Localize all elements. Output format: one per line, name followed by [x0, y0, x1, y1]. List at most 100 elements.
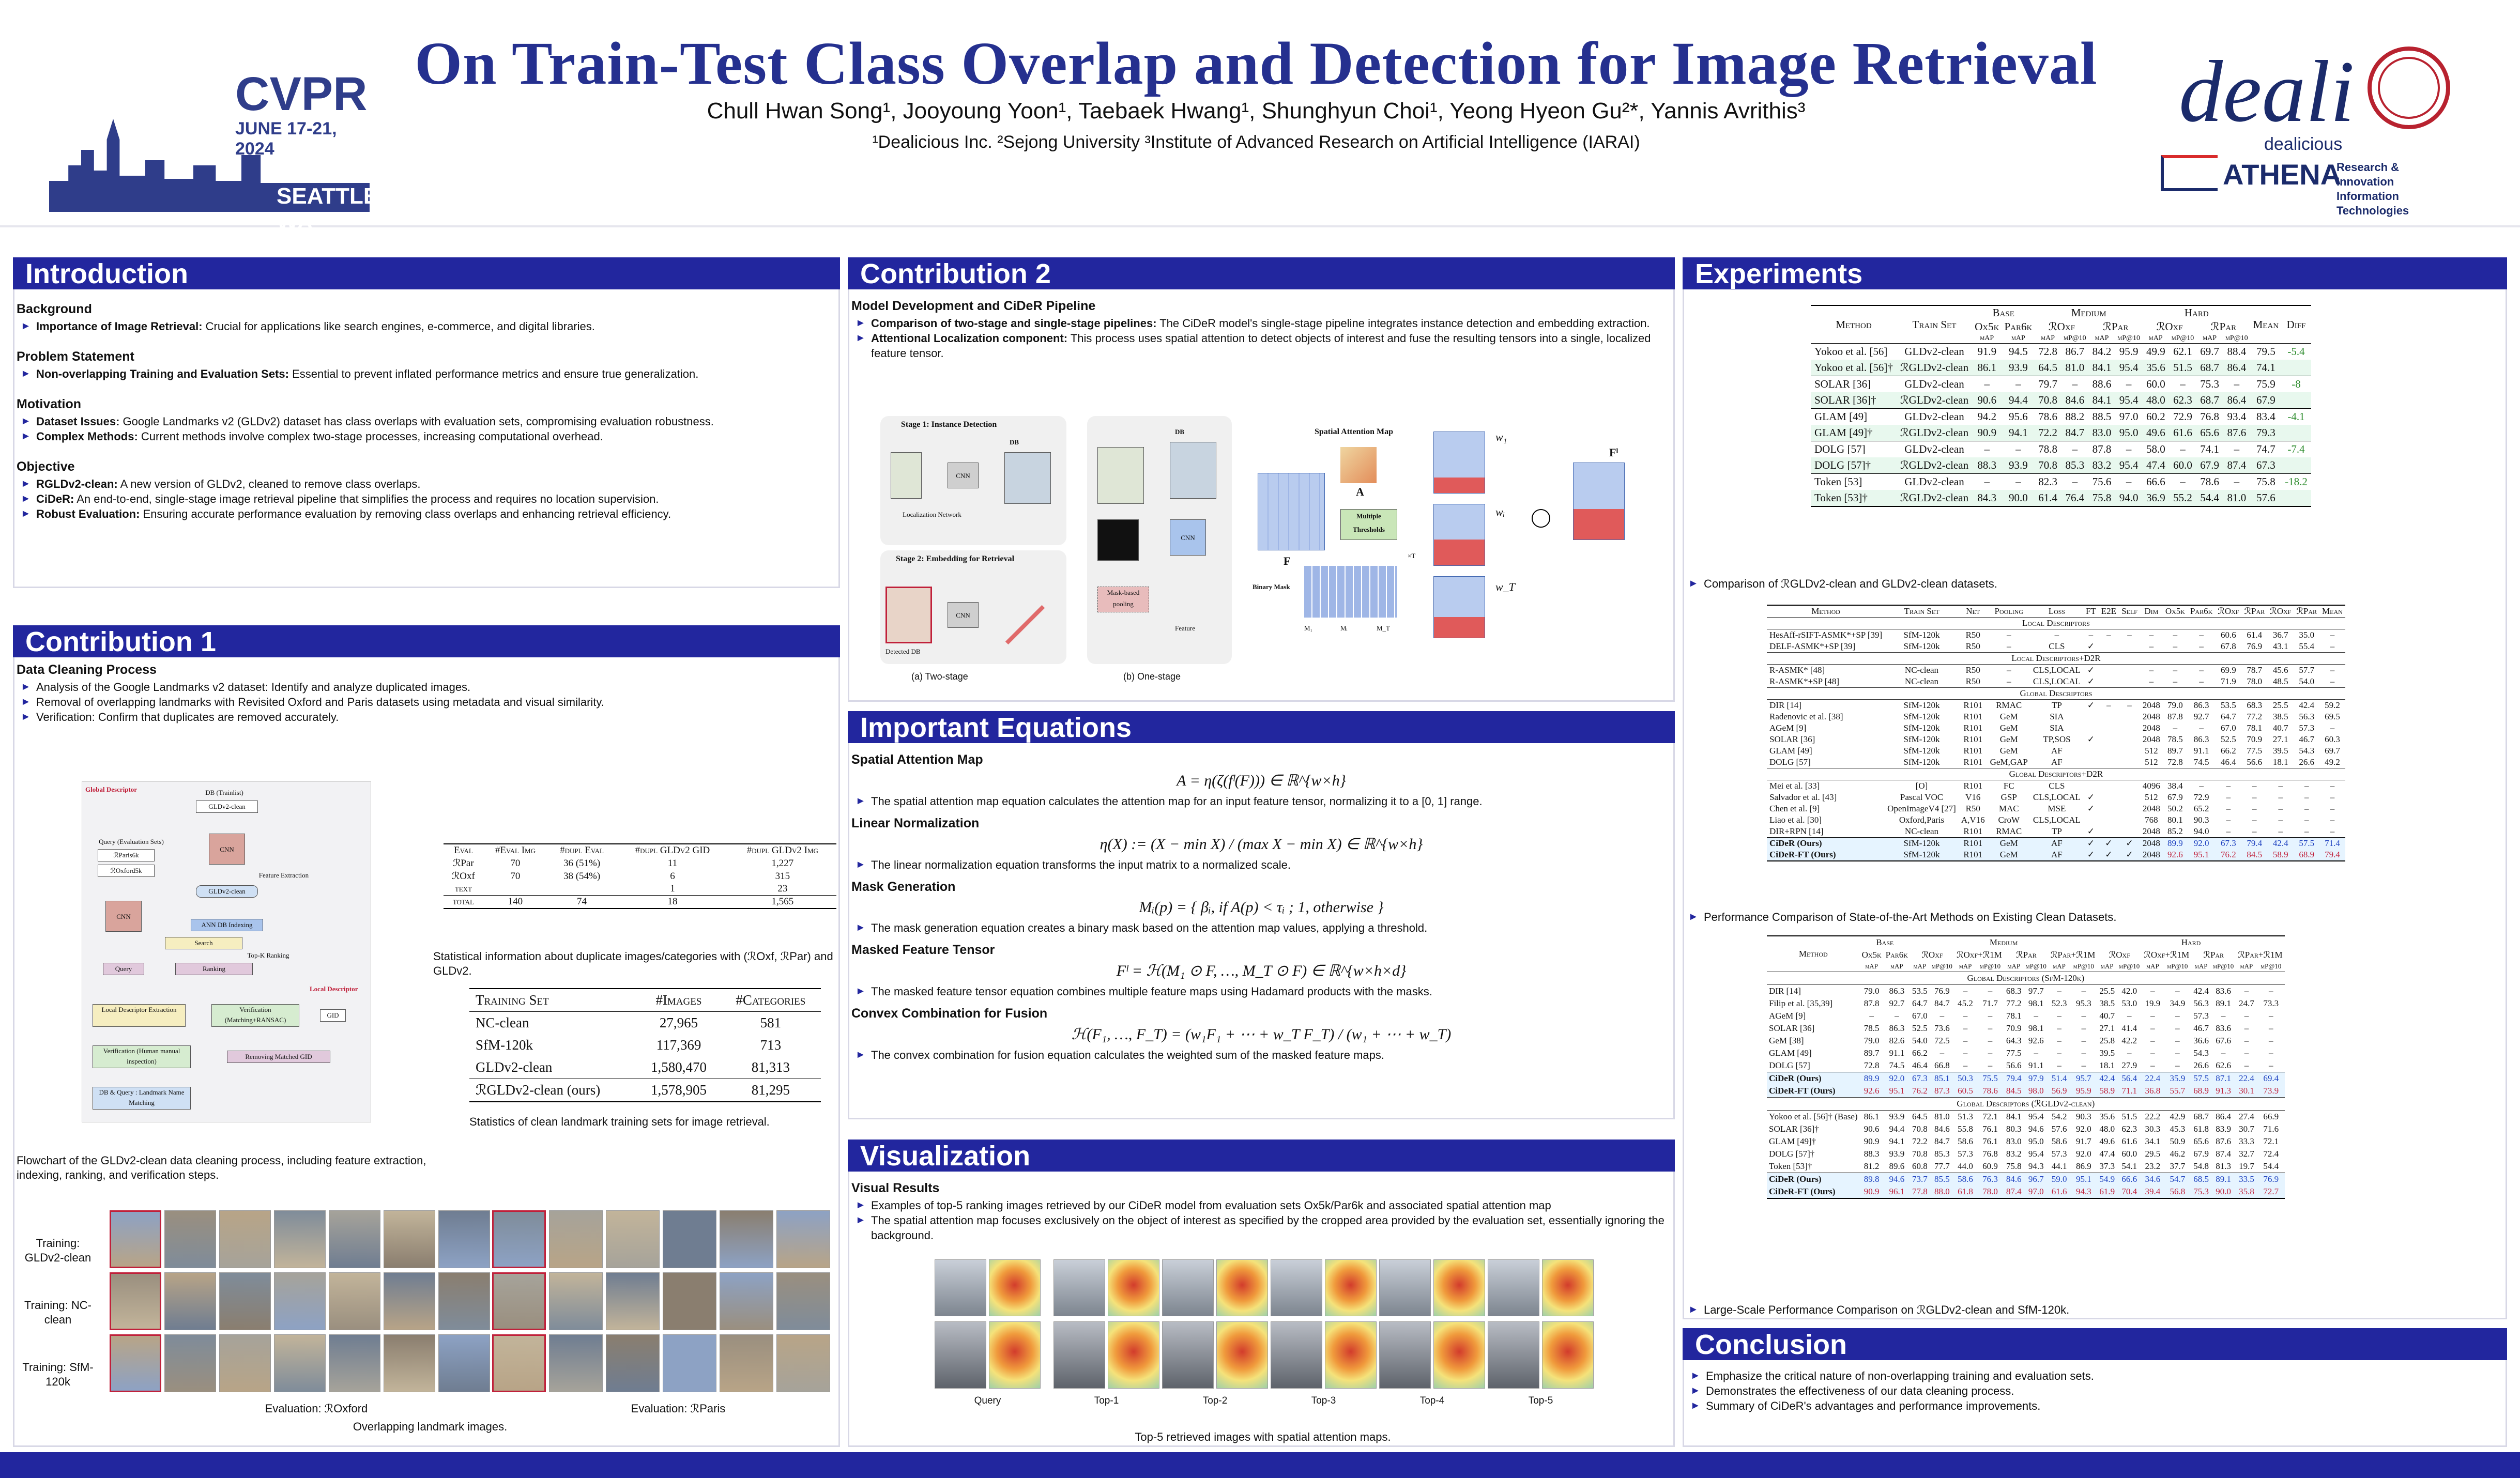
table-row: GLAM [49] 89.7 91.1 66.2 – – – 77.5 – – – 39.5 – – – 54… — [1767, 1047, 2285, 1059]
table-cell: 94.3 — [2028, 1161, 2044, 1171]
retrieved-image-bottom — [1379, 1321, 1431, 1389]
landmark-thumbnail — [776, 1210, 830, 1268]
table-cell: 58.0 — [2146, 443, 2165, 455]
table-cell: 65.2 — [2193, 804, 2209, 813]
table-cell: 95.9 — [2119, 345, 2139, 358]
table-cell: 32.7 — [2239, 1149, 2254, 1159]
poster-header: CVPR JUNE 17-21, 2024 SEATTLE, WA On Tra… — [0, 0, 2520, 235]
table-cell: – — [2244, 1048, 2249, 1058]
table-cell: – — [2072, 475, 2078, 488]
table-cell — [2083, 780, 2099, 792]
table-cell: 68.7 — [2193, 1112, 2209, 1121]
table-cell: 72.9 — [2193, 792, 2209, 802]
landmark-thumbnail — [274, 1272, 326, 1330]
table-row: Yokoo et al. [56] GLDv2-clean 91.9 94.5 72.8… — [1811, 344, 2311, 360]
table-cell: ℛGLDv2-clean — [1900, 491, 1969, 504]
table-cell: 55.7 — [2170, 1086, 2186, 1096]
table-cell: – — [2304, 792, 2309, 802]
table-cell — [2099, 722, 2119, 734]
table-cell: 90.6 — [1864, 1124, 1880, 1134]
table-cell: 97.9 — [2028, 1073, 2044, 1083]
cvpr-logo: CVPR JUNE 17-21, 2024 SEATTLE, WA — [49, 62, 385, 235]
table-cell: 78.1 — [2006, 1011, 2022, 1021]
bullet: The linear normalization equation transf… — [851, 857, 1671, 872]
eq-linear-normalization: η(X) := (X − min X) / (max X − min X) ∈ … — [1099, 836, 1423, 853]
table-header: ℛOxf — [2048, 320, 2075, 333]
landmark-thumbnail — [384, 1210, 435, 1268]
table-cell: – — [2252, 792, 2257, 802]
table-cell: 86.1 — [1977, 361, 1997, 374]
table-cell: – — [2304, 781, 2309, 791]
table-header: E2E — [2101, 606, 2117, 616]
table-cell: GLAM [49]† — [1814, 426, 1873, 439]
one-stage-db-label: DB — [1175, 428, 1185, 436]
table-cell: 84.7 — [1934, 1136, 1950, 1146]
table-cell: Liao et al. [30] — [1769, 815, 1822, 825]
stage2-detdb: Detected DB — [885, 648, 921, 655]
table-cell: 79.4 — [2006, 1073, 2022, 1083]
table-cell: 78.0 — [2247, 676, 2263, 686]
table-cell: 84.1 — [2092, 361, 2112, 374]
landmark-thumbnail — [110, 1272, 161, 1330]
table-group-row: Global Descriptors (SfM-120k) — [1767, 972, 2285, 985]
landmark-thumbnail — [606, 1272, 660, 1330]
table-cell: RMAC — [1996, 700, 2022, 710]
table-cell: 54.0 — [1912, 1036, 1928, 1045]
table-cell: 68.9 — [2299, 850, 2315, 859]
flow-roxf: ℛOxford5k — [98, 865, 155, 877]
section-heading: Conclusion — [1683, 1328, 2507, 1360]
landmark-thumbnail — [438, 1210, 490, 1268]
section-heading: Important Equations — [848, 711, 1675, 743]
table-cell: 55.4 — [2299, 641, 2315, 651]
table-cell: 82.6 — [1889, 1036, 1905, 1045]
table-cell: 86.3 — [2193, 734, 2209, 744]
table-row: Token [53]† 81.2 89.6 60.8 77.7 44.0 60.9 75.8 9… — [1767, 1160, 2285, 1173]
eq-title: Masked Feature Tensor — [851, 943, 995, 957]
table-cell: – — [2057, 1060, 2061, 1070]
table-cell: 91.9 — [1977, 345, 1997, 358]
flow-local-label: Local Descriptor — [310, 985, 358, 993]
table-cell: 68.7 — [2200, 394, 2220, 406]
table-cell: 89.1 — [2216, 998, 2231, 1008]
table-cell — [2119, 826, 2140, 838]
landmark-thumbnail — [720, 1334, 773, 1392]
table-cell: 84.5 — [2247, 850, 2263, 859]
bullet: The convex combination for fusion equati… — [851, 1048, 1671, 1063]
eq-title: Linear Normalization — [851, 816, 980, 830]
table-cell: – — [2226, 826, 2231, 836]
table-cell: 94.5 — [2008, 345, 2028, 358]
train-label: Training: NC-clean — [24, 1299, 91, 1326]
table-cell: 95.6 — [2008, 410, 2028, 423]
table-row: SOLAR [36] GLDv2-clean – – 79.7 – 88.6 – 60.0 – 75… — [1811, 376, 2311, 393]
table-cell: – — [1939, 1011, 1945, 1021]
table-cell: 57.3 — [2193, 1011, 2209, 1021]
table-cell: ℛOxf — [452, 871, 475, 882]
table-cell — [2083, 814, 2099, 826]
table-cell: 94.3 — [2075, 1187, 2091, 1196]
table-cell: – — [1988, 1048, 1993, 1058]
table-cell: 83.0 — [2092, 426, 2112, 439]
cvpr-name: CVPR — [235, 68, 368, 120]
landmark-thumbnail — [720, 1272, 773, 1330]
section-introduction: Introduction Background Importance of Im… — [13, 257, 840, 588]
table-cell: – — [2244, 1023, 2249, 1033]
table-cell: – — [2180, 443, 2186, 455]
retrieved-image-top — [1053, 1259, 1105, 1316]
table-cell: GLDv2-clean — [1904, 475, 1964, 488]
table-header: Medium — [1989, 937, 2018, 947]
flow-query: Query (Evaluation Sets) — [99, 838, 164, 845]
attention-map-top — [1216, 1259, 1268, 1316]
table-cell: – — [2006, 630, 2011, 640]
table-cell: A,V16 — [1961, 815, 1985, 825]
table-cell: – — [1984, 475, 1990, 488]
table-cell: 89.8 — [1864, 1174, 1880, 1184]
one-stage-cnn: CNN — [1170, 519, 1206, 556]
table-cell: 51.3 — [1958, 1112, 1973, 1121]
table-cell: 30.3 — [2145, 1124, 2161, 1134]
table-header: ℛOxf — [2270, 606, 2292, 616]
table-cell: SfM-120k — [1903, 712, 1940, 721]
table-cell: 2048 — [2142, 734, 2160, 744]
table-cell: 90.9 — [1864, 1187, 1880, 1196]
landmark-thumbnail — [329, 1210, 380, 1268]
masked-tensor-i — [1433, 504, 1485, 566]
